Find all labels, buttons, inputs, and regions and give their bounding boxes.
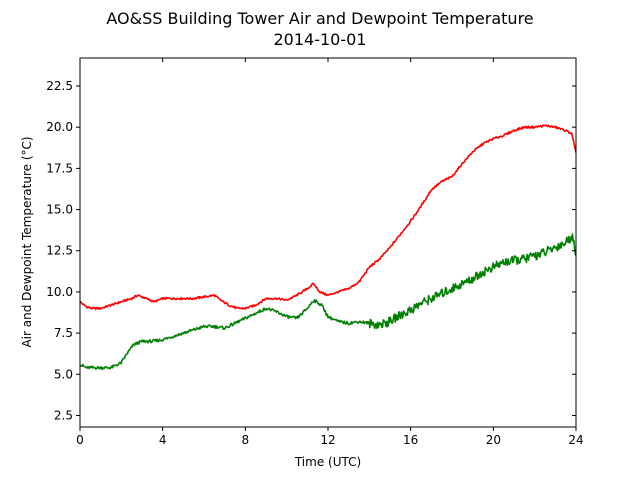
x-tick-label: 4 (159, 433, 167, 447)
x-tick-label: 0 (76, 433, 84, 447)
y-tick-label: 22.5 (46, 79, 73, 93)
x-tick-label: 12 (320, 433, 335, 447)
x-tick-label: 8 (242, 433, 250, 447)
y-tick-label: 12.5 (46, 244, 73, 258)
x-axis-label: Time (UTC) (294, 455, 361, 469)
y-tick-label: 17.5 (46, 161, 73, 175)
y-tick-label: 5.0 (54, 367, 73, 381)
chart-subtitle: 2014-10-01 (274, 30, 367, 49)
x-tick-label: 20 (486, 433, 501, 447)
y-axis-label: Air and Dewpoint Temperature (°C) (20, 136, 34, 347)
chart-title: AO&SS Building Tower Air and Dewpoint Te… (106, 9, 533, 28)
y-tick-label: 15.0 (46, 203, 73, 217)
y-tick-label: 20.0 (46, 120, 73, 134)
y-tick-label: 10.0 (46, 285, 73, 299)
y-tick-label: 7.5 (54, 326, 73, 340)
x-tick-label: 16 (403, 433, 418, 447)
y-tick-label: 2.5 (54, 408, 73, 422)
x-tick-label: 24 (568, 433, 583, 447)
